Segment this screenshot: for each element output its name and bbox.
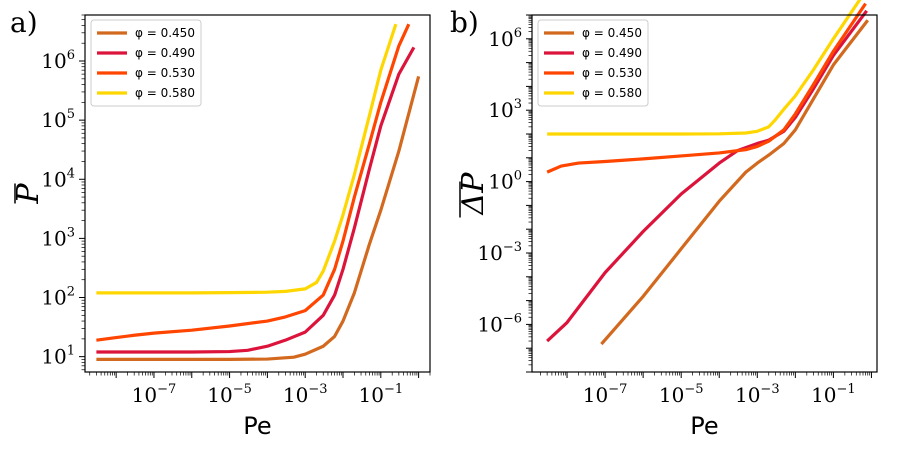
y-tick-base: 10 [41,226,66,250]
x-tick-base: 10 [811,383,836,407]
panel-b-letter: b) [450,6,479,39]
x-tick-exponent: −3 [308,382,327,397]
y-tick-base: 10 [477,241,502,265]
x-tick-exponent: −5 [233,382,252,397]
y-tick-label: 10−6 [477,311,522,336]
x-tick-base: 10 [583,383,608,407]
y-tick-base: 10 [41,345,66,369]
y-tick-label: 105 [41,107,75,132]
y-tick-base: 10 [41,167,66,191]
x-tick-exponent: −1 [837,382,856,397]
y-tick-base: 10 [41,49,66,73]
y-tick-exponent: 0 [514,169,522,184]
series-line-phi-2 [96,23,411,342]
x-tick-label: 10−5 [207,382,252,407]
panel-b-xlabel: Pe [690,412,718,440]
y-tick-base: 10 [488,27,513,51]
panel-a-ylabel-text: P [11,183,46,205]
series-line-phi-0 [600,19,870,346]
y-tick-label: 102 [41,285,75,310]
x-tick-label: 10−7 [132,382,177,407]
x-tick-base: 10 [659,383,684,407]
y-tick-label: 103 [488,97,522,122]
x-tick-label: 10−7 [583,382,628,407]
legend-box [90,19,202,107]
x-tick-label: 10−3 [283,382,328,407]
panel-a-xlabel: Pe [243,412,271,440]
y-tick-exponent: −3 [503,240,522,255]
panel-b-frame [531,14,878,373]
panel-b-ylabel-text: ΔP [456,172,491,216]
legend-entry-label: φ = 0.450 [582,26,642,40]
legend-entry-label: φ = 0.530 [135,66,195,80]
panel-b-series [546,0,870,346]
panel-a-series [96,23,421,361]
y-tick-base: 10 [41,286,66,310]
panel-a-ylabel: P [11,183,46,205]
y-tick-base: 10 [477,312,502,336]
series-line-phi-2 [546,2,867,174]
y-tick-label: 106 [41,48,75,73]
y-tick-exponent: 2 [67,285,75,300]
x-tick-base: 10 [283,383,308,407]
x-tick-base: 10 [207,383,232,407]
series-line-phi-3 [547,0,862,136]
x-tick-exponent: −1 [384,382,403,397]
y-tick-label: 10−3 [477,240,522,265]
panel-b-legend: φ = 0.450 φ = 0.490 φ = 0.530 φ = 0.580 [537,19,649,107]
legend-entry-label: φ = 0.490 [582,46,642,60]
x-tick-label: 10−5 [659,382,704,407]
y-tick-base: 10 [488,98,513,122]
y-tick-exponent: −6 [503,311,522,326]
y-tick-exponent: 1 [67,344,75,359]
legend-entry-label: φ = 0.490 [135,46,195,60]
x-tick-exponent: −5 [684,382,703,397]
y-tick-label: 101 [41,344,75,369]
y-tick-base: 10 [41,108,66,132]
panel-a-letter: a) [10,6,38,39]
series-line-phi-0 [96,75,421,361]
x-tick-label: 10−1 [811,382,856,407]
x-tick-base: 10 [132,383,157,407]
y-tick-exponent: 3 [67,225,75,240]
panel-a-legend: φ = 0.450 φ = 0.490 φ = 0.530 φ = 0.580 [90,19,202,107]
y-tick-exponent: 4 [67,166,75,181]
legend-entry-label: φ = 0.450 [135,26,195,40]
y-tick-exponent: 3 [514,97,522,112]
legend-entry-label: φ = 0.580 [582,86,642,100]
y-tick-base: 10 [488,170,513,194]
y-tick-label: 103 [41,225,75,250]
panel-b-ylabel: ΔP [456,172,491,218]
panel-a-frame [84,14,431,373]
y-tick-label: 106 [488,26,522,51]
x-tick-label: 10−1 [358,382,403,407]
legend-entry-label: φ = 0.530 [582,66,642,80]
x-tick-base: 10 [358,383,383,407]
y-tick-exponent: 6 [67,48,75,63]
x-tick-label: 10−3 [735,382,780,407]
x-tick-base: 10 [735,383,760,407]
x-tick-exponent: −7 [157,382,176,397]
y-tick-label: 100 [488,169,522,194]
legend-entry-label: φ = 0.580 [135,86,195,100]
x-tick-exponent: −3 [760,382,779,397]
x-tick-exponent: −7 [608,382,627,397]
y-tick-exponent: 6 [514,26,522,41]
legend-box [537,19,649,107]
y-tick-exponent: 5 [67,107,75,122]
y-tick-label: 104 [41,166,75,191]
series-line-phi-3 [96,23,398,295]
series-line-phi-1 [546,9,868,343]
series-line-phi-1 [96,46,416,354]
